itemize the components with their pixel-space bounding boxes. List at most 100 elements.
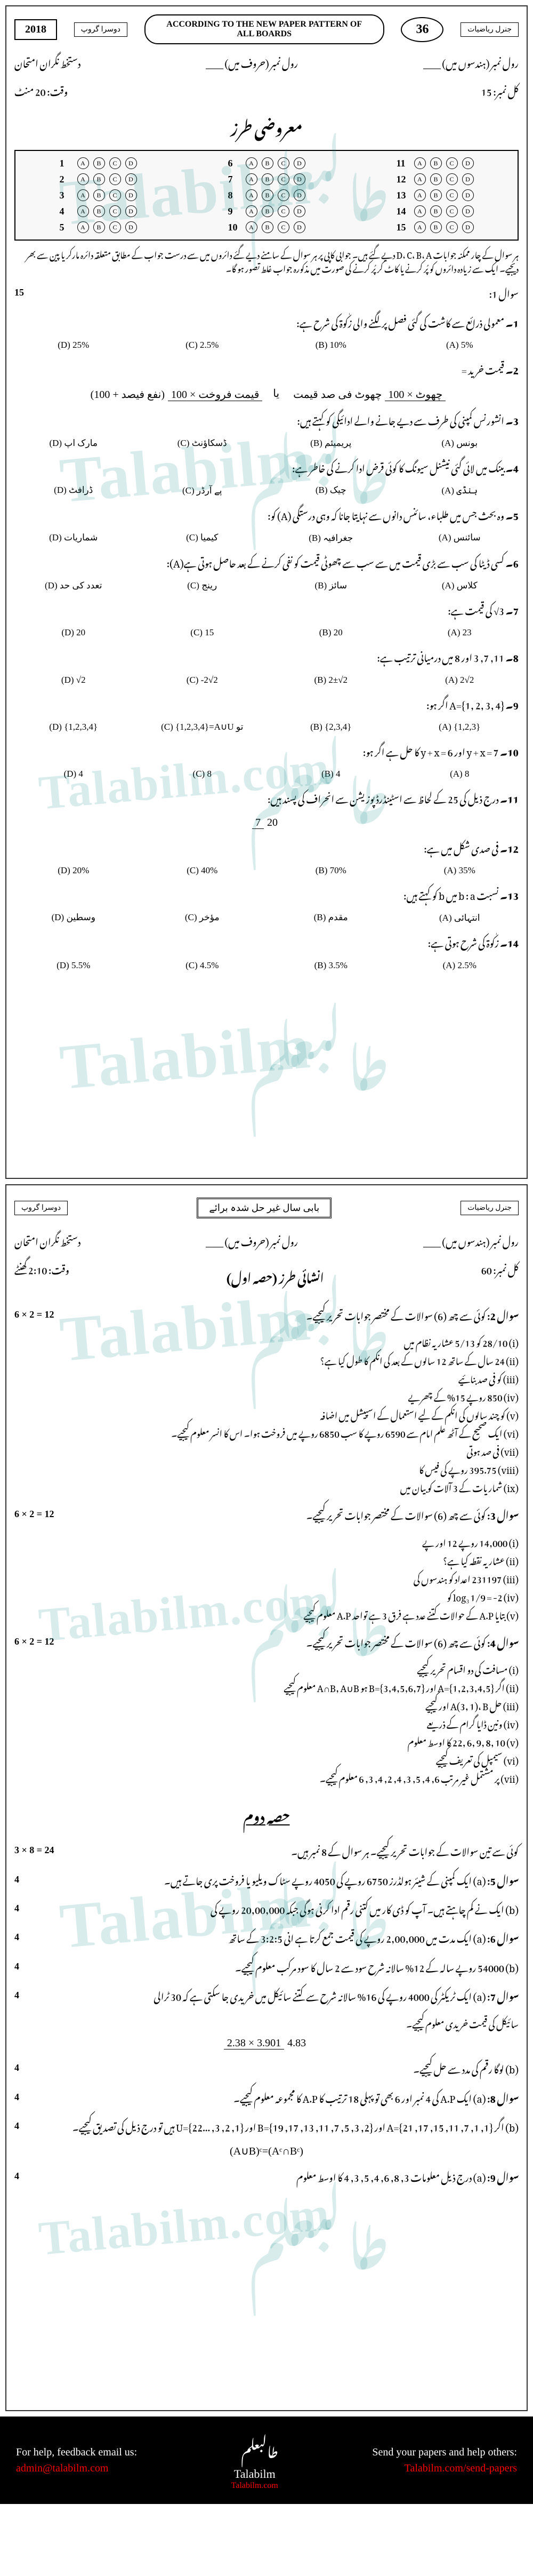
bubble-option[interactable]: C (278, 189, 289, 201)
bubble-option[interactable]: D (125, 173, 137, 185)
bubble-option[interactable]: B (262, 221, 273, 233)
q3-marks: 6 × 2 = 12 (14, 1505, 54, 1522)
bubble-option[interactable]: D (294, 205, 305, 217)
bubble-option[interactable]: D (294, 221, 305, 233)
bubble-option[interactable]: B (430, 173, 442, 185)
q1-header: سوال 1: 15 (14, 282, 519, 303)
sub-part: (iii) حل A(3, 1)، B اور کیجیے (14, 1696, 519, 1714)
bubble-option[interactable]: C (109, 205, 121, 217)
bubble-qnum: 10 (228, 222, 241, 233)
watermark-site: Talabilm.com (37, 2186, 333, 2266)
bubble-option[interactable]: A (246, 173, 257, 185)
bubble-option[interactable]: B (93, 189, 105, 201)
bubble-option[interactable]: A (77, 205, 89, 217)
mcq-options: (A) {1,2,3}(B) {2,3,4}(C) {1,2,3,4}=A∪U … (14, 722, 519, 732)
bubble-option[interactable]: C (278, 173, 289, 185)
bubble-option[interactable]: A (246, 189, 257, 201)
bubble-option[interactable]: D (462, 205, 474, 217)
bubble-option[interactable]: A (77, 189, 89, 201)
bubble-option[interactable]: D (294, 157, 305, 169)
bubble-option[interactable]: C (446, 221, 458, 233)
bubble-option[interactable]: A (246, 221, 257, 233)
bubble-option[interactable]: A (414, 157, 426, 169)
bubble-option[interactable]: D (462, 157, 474, 169)
long-q-header: سوال 5: (a) ایک کمپنی کے شیئر ہولڈرز 675… (14, 1869, 519, 1890)
bubble-option[interactable]: B (262, 189, 273, 201)
section-title: معروضی طرز (14, 107, 519, 145)
bubble-option[interactable]: B (93, 173, 105, 185)
bubble-option[interactable]: B (430, 189, 442, 201)
bubble-option[interactable]: C (446, 173, 458, 185)
mcq-option: (A) ہنڈی (401, 485, 519, 496)
bubble-qnum: 13 (397, 190, 410, 201)
bubble-option[interactable]: A (246, 205, 257, 217)
bubble-option[interactable]: B (262, 205, 273, 217)
bubble-option[interactable]: B (93, 221, 105, 233)
mcq-option: (D) 20 (14, 627, 133, 638)
bubble-option[interactable]: D (294, 189, 305, 201)
send-site[interactable]: Talabilm.com/send-papers (372, 2460, 517, 2476)
bubble-option[interactable]: C (109, 173, 121, 185)
bubble-option[interactable]: D (462, 189, 474, 201)
bubble-option[interactable]: A (246, 157, 257, 169)
bubble-option[interactable]: A (414, 189, 426, 201)
footer-site[interactable]: Talabilm.com (231, 2481, 278, 2491)
q4-marks: 6 × 2 = 12 (14, 1633, 54, 1650)
bubble-option[interactable]: A (414, 173, 426, 185)
section-label: انشائی طرز (حصہ اول) (227, 1262, 324, 1291)
bubble-option[interactable]: A (414, 205, 426, 217)
bubble-row: 1ABCD (60, 157, 137, 169)
pattern-title: ACCORDING TO THE NEW PAPER PATTERN OF AL… (144, 14, 384, 44)
mcq-option: (C) 2.5% (143, 340, 262, 350)
mcq-option: (D) 5.5% (14, 960, 133, 971)
bubble-option[interactable]: B (93, 205, 105, 217)
bubble-option[interactable]: D (125, 205, 137, 217)
bubble-option[interactable]: A (77, 157, 89, 169)
bubble-option[interactable]: A (414, 221, 426, 233)
long-q-b: (b) ایک نے کم چاہتے ہیں۔ آپ کو ڈی کار می… (14, 1897, 519, 1919)
header-row: 2018 دوسرا گروپ ACCORDING TO THE NEW PAP… (14, 14, 519, 44)
mcq-question: 6۔ کسی ڈیٹا کی سب سے بڑی قیمت میں سے سب … (14, 551, 519, 572)
bubble-option[interactable]: B (93, 157, 105, 169)
brand-en: Talabilm (231, 2467, 278, 2481)
q4-header: سوال 4: کوئی سے چھ (6) سوالات کے مختصر ج… (14, 1631, 519, 1652)
bubble-option[interactable]: B (430, 205, 442, 217)
bubble-option[interactable]: C (446, 189, 458, 201)
watermark-urdu: طالبعلم (241, 2166, 393, 2311)
mcq-question: 5۔ وہ بحث جس میں طلباء، سائنس دانوں سے ن… (14, 504, 519, 525)
mcq-question: 10۔ y + x = 7 اور 6 = y + x کا حل ہے اگر… (14, 740, 519, 761)
long-q-b: (b) لوگا رقم کی مدد سے حل کیجیے۔4 (14, 2057, 519, 2078)
bubble-option[interactable]: B (430, 157, 442, 169)
help-label: For help, feedback email us: (16, 2444, 137, 2460)
bubble-option[interactable]: C (109, 189, 121, 201)
q4-parts: (i) مسافت کی دو اقسام تحریر کیجیے(ii) اگ… (14, 1660, 519, 1787)
bubble-option[interactable]: B (430, 221, 442, 233)
bubble-option[interactable]: D (125, 157, 137, 169)
bubble-option[interactable]: C (278, 205, 289, 217)
bubble-option[interactable]: A (77, 173, 89, 185)
mcq-options: (A) بونس(B) پریمیئم(C) ڈسکاؤنٹ(D) مارک ا… (14, 438, 519, 449)
q3-header: سوال 3: کوئی سے چھ (6) سوالات کے مختصر ج… (14, 1503, 519, 1525)
bubble-option[interactable]: B (262, 173, 273, 185)
bubble-option[interactable]: C (446, 205, 458, 217)
bubble-option[interactable]: D (125, 221, 137, 233)
bubble-option[interactable]: D (462, 221, 474, 233)
bubble-option[interactable]: C (278, 157, 289, 169)
bubble-option[interactable]: C (278, 221, 289, 233)
mcq-option: (B) پریمیئم (272, 438, 390, 449)
mcq-option: (D) وسطین (14, 912, 133, 923)
footer-email[interactable]: admin@talabilm.com (16, 2460, 137, 2476)
bubble-option[interactable]: C (109, 157, 121, 169)
bubble-option[interactable]: D (125, 189, 137, 201)
bubble-option[interactable]: C (446, 157, 458, 169)
bubble-option[interactable]: D (462, 173, 474, 185)
bubble-option[interactable]: D (294, 173, 305, 185)
part2-heading: حصہ دوم (14, 1797, 519, 1832)
bubble-qnum: 2 (60, 174, 73, 185)
paper-number-badge: 36 (401, 17, 443, 42)
long-q-marks: 4 (14, 1928, 36, 1945)
mcq-text: 1۔ معمولی ذرائع سے کاشت کی گئی فصل پر لگ… (14, 313, 519, 330)
bubble-option[interactable]: B (262, 157, 273, 169)
bubble-option[interactable]: A (77, 221, 89, 233)
bubble-option[interactable]: C (109, 221, 121, 233)
